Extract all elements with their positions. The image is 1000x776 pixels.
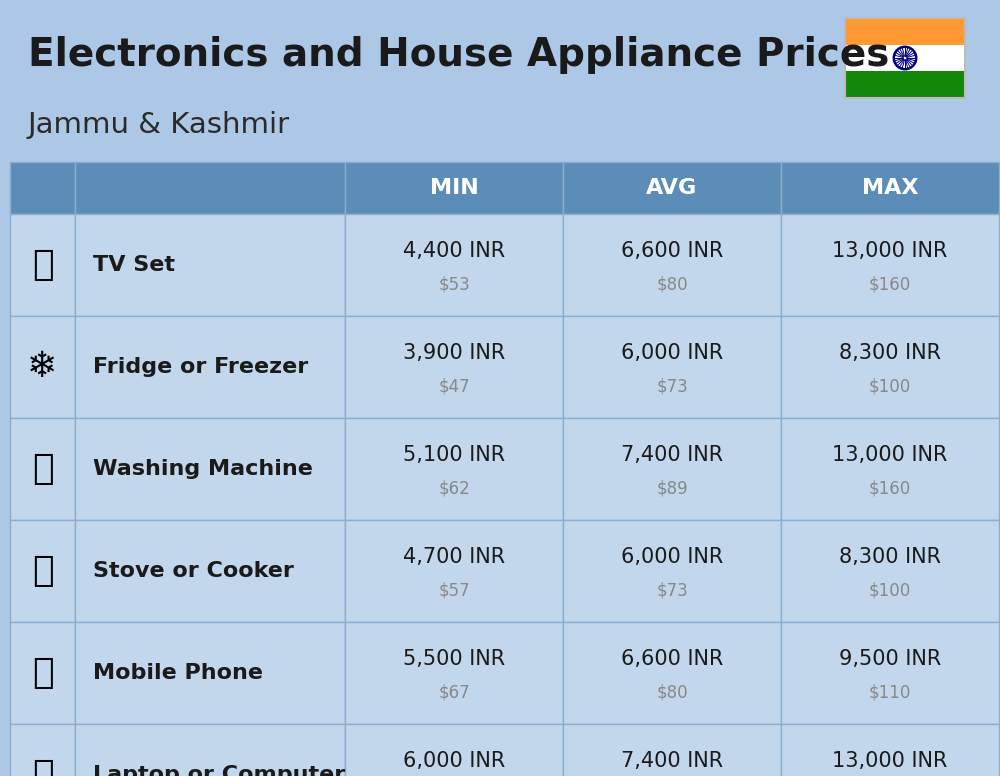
Bar xyxy=(75,622,345,724)
Bar xyxy=(75,316,345,418)
Bar xyxy=(781,316,999,418)
Text: $80: $80 xyxy=(656,684,688,702)
Text: $57: $57 xyxy=(438,582,470,600)
Bar xyxy=(345,162,563,214)
Bar xyxy=(345,316,563,418)
Text: Jammu & Kashmir: Jammu & Kashmir xyxy=(28,111,290,139)
Bar xyxy=(75,520,345,622)
Text: $89: $89 xyxy=(656,480,688,498)
Bar xyxy=(845,18,965,98)
Bar xyxy=(345,622,563,724)
Bar xyxy=(10,520,75,622)
Text: $73: $73 xyxy=(656,582,688,600)
Text: Mobile Phone: Mobile Phone xyxy=(93,663,263,683)
Bar xyxy=(563,622,781,724)
Bar xyxy=(563,520,781,622)
Bar xyxy=(75,162,345,214)
Bar xyxy=(10,724,75,776)
Text: 7,400 INR: 7,400 INR xyxy=(621,751,723,771)
Bar xyxy=(10,214,75,316)
Text: 6,600 INR: 6,600 INR xyxy=(621,241,723,261)
Bar xyxy=(781,162,999,214)
Bar xyxy=(563,162,781,214)
Text: MIN: MIN xyxy=(430,178,478,198)
Text: $160: $160 xyxy=(869,276,911,294)
Text: 9,500 INR: 9,500 INR xyxy=(839,649,941,669)
Bar xyxy=(563,724,781,776)
Text: 13,000 INR: 13,000 INR xyxy=(832,241,948,261)
Text: 5,500 INR: 5,500 INR xyxy=(403,649,505,669)
Text: $110: $110 xyxy=(869,684,911,702)
Bar xyxy=(345,520,563,622)
Bar xyxy=(845,71,965,98)
Bar xyxy=(75,214,345,316)
Text: $67: $67 xyxy=(438,684,470,702)
Text: $100: $100 xyxy=(869,582,911,600)
Text: 5,100 INR: 5,100 INR xyxy=(403,445,505,465)
Text: $80: $80 xyxy=(656,276,688,294)
Text: 6,600 INR: 6,600 INR xyxy=(621,649,723,669)
Text: 4,400 INR: 4,400 INR xyxy=(403,241,505,261)
Text: 8,300 INR: 8,300 INR xyxy=(839,547,941,567)
Bar xyxy=(781,418,999,520)
Text: Washing Machine: Washing Machine xyxy=(93,459,313,479)
Bar xyxy=(10,622,75,724)
Text: 📺: 📺 xyxy=(32,248,53,282)
Text: TV Set: TV Set xyxy=(93,255,175,275)
Bar xyxy=(10,418,75,520)
Bar xyxy=(781,520,999,622)
Text: 💻: 💻 xyxy=(32,758,53,776)
Bar xyxy=(563,418,781,520)
Text: 8,300 INR: 8,300 INR xyxy=(839,343,941,363)
Text: 🔥: 🔥 xyxy=(32,554,53,588)
Text: 13,000 INR: 13,000 INR xyxy=(832,751,948,771)
Bar xyxy=(781,214,999,316)
Bar xyxy=(845,18,965,45)
Text: Stove or Cooker: Stove or Cooker xyxy=(93,561,294,581)
Text: $100: $100 xyxy=(869,378,911,396)
Text: AVG: AVG xyxy=(646,178,698,198)
Bar xyxy=(345,418,563,520)
Bar xyxy=(345,724,563,776)
Text: $53: $53 xyxy=(438,276,470,294)
Text: 7,400 INR: 7,400 INR xyxy=(621,445,723,465)
Bar xyxy=(10,162,75,214)
Text: $160: $160 xyxy=(869,480,911,498)
Text: $73: $73 xyxy=(656,378,688,396)
Text: $62: $62 xyxy=(438,480,470,498)
Text: 📱: 📱 xyxy=(32,656,53,690)
Bar xyxy=(75,724,345,776)
Bar xyxy=(563,214,781,316)
Bar xyxy=(781,724,999,776)
Text: $47: $47 xyxy=(438,378,470,396)
Bar xyxy=(345,214,563,316)
Text: 3,900 INR: 3,900 INR xyxy=(403,343,505,363)
Text: 6,000 INR: 6,000 INR xyxy=(621,343,723,363)
Bar xyxy=(781,622,999,724)
Text: 6,000 INR: 6,000 INR xyxy=(403,751,505,771)
Text: Fridge or Freezer: Fridge or Freezer xyxy=(93,357,308,377)
Text: Laptop or Computer: Laptop or Computer xyxy=(93,765,345,776)
Text: Electronics and House Appliance Prices: Electronics and House Appliance Prices xyxy=(28,36,889,74)
Bar xyxy=(563,316,781,418)
Text: 6,000 INR: 6,000 INR xyxy=(621,547,723,567)
Text: 4,700 INR: 4,700 INR xyxy=(403,547,505,567)
Bar xyxy=(845,45,965,71)
Text: 13,000 INR: 13,000 INR xyxy=(832,445,948,465)
Bar xyxy=(10,316,75,418)
Bar xyxy=(75,418,345,520)
Text: MAX: MAX xyxy=(862,178,918,198)
Text: 🐺: 🐺 xyxy=(32,452,53,486)
Text: ❄️: ❄️ xyxy=(27,350,58,384)
